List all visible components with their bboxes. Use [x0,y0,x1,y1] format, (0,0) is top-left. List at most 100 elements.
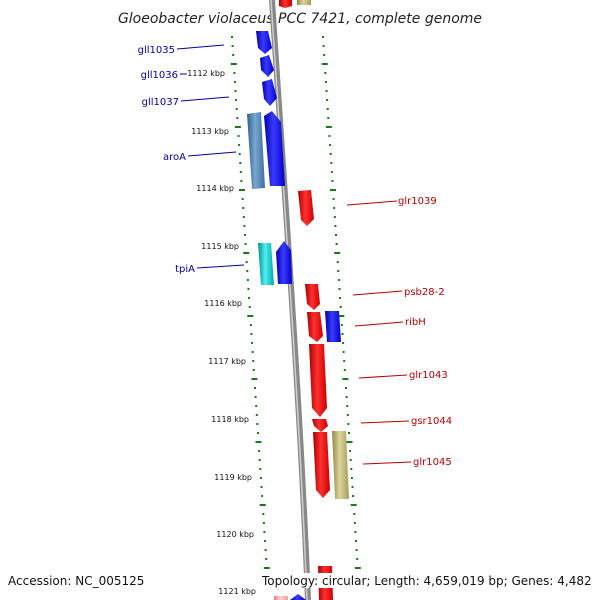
gene-arrow[interactable] [279,0,292,8]
track-dot [334,225,337,227]
gene-arrow[interactable] [276,241,292,284]
gene-label-ribH[interactable]: ribH [405,317,426,328]
gene-features [247,0,349,600]
gene-arrow[interactable] [247,112,265,189]
track-dot [244,234,246,236]
kbp-label: 1113 kbp [191,127,229,136]
track-left-dotted [230,36,270,569]
track-dot [264,540,266,542]
track-dot [343,360,346,362]
track-dot [347,423,350,425]
gene-arrow[interactable] [325,311,341,342]
track-dot [339,306,342,308]
track-dot [246,279,249,281]
gene-arrow[interactable] [274,596,288,600]
gene-arrow[interactable] [256,31,272,54]
track-dot [335,243,338,245]
topology-text: Topology: circular; Length: 4,659,019 bp… [261,574,592,588]
gene-label-aroA[interactable]: aroA [163,152,186,163]
kbp-label: 1120 kbp [216,530,254,539]
track-dot [260,486,263,488]
track-dot [242,216,245,218]
track-dot [249,324,252,326]
gene-label-tpiA[interactable]: tpiA [175,264,195,275]
track-tick [338,315,345,317]
track-dot [354,531,357,533]
gene-label-gll1037[interactable]: gll1037 [142,97,179,108]
track-dot [322,45,325,47]
track-dot [258,459,261,461]
track-tick [350,504,357,506]
track-tick [243,252,250,254]
track-dot [343,369,346,371]
gene-arrow[interactable] [312,419,328,432]
track-dot [346,405,349,407]
track-dot [233,81,236,83]
track-tick [321,63,328,65]
track-dot [353,513,356,515]
track-dot [246,270,249,272]
track-dot [341,333,344,335]
track-dot [342,351,345,353]
track-dot [234,90,237,92]
track-dot [252,369,255,371]
gene-arrow[interactable] [313,432,330,498]
left-gene-labels: gll1035 gll1036 gll1037 aroA tpiA [138,45,196,275]
track-tick [342,378,349,380]
track-tick [346,441,353,443]
track-dot [340,324,343,326]
gene-label-glr1043[interactable]: glr1043 [409,370,448,381]
track-dot [250,333,253,335]
track-dot [262,513,265,515]
track-dot [251,342,254,344]
track-dot [333,216,336,218]
gene-arrow[interactable] [298,190,314,226]
gene-label-gll1036[interactable]: gll1036 [141,70,178,81]
track-dot [261,495,264,497]
track-dot [350,468,353,470]
track-tick [263,567,270,569]
gene-label-glr1039[interactable]: glr1039 [398,196,437,207]
gene-arrow[interactable] [309,344,327,417]
gene-arrow[interactable] [262,79,277,106]
track-dot [251,351,254,353]
gene-arrow[interactable] [297,0,311,5]
genome-backbone [269,0,311,600]
gene-arrow[interactable] [258,243,274,285]
track-dot [248,297,251,299]
track-right-dotted [321,36,361,569]
track-dot [322,36,324,38]
track-dot [349,450,352,452]
label-connectors [176,44,412,465]
track-dot [240,180,243,182]
track-dot [324,81,327,83]
track-dot [336,261,339,263]
track-dot [239,162,242,164]
gene-label-gll1035[interactable]: gll1035 [138,45,175,56]
gene-label-gsr1044[interactable]: gsr1044 [411,416,452,427]
track-tick [251,378,258,380]
footer-backdrop [262,573,594,588]
track-dot [332,198,335,200]
track-dot [237,135,240,137]
gene-label-psb28-2[interactable]: psb28-2 [404,287,445,298]
gene-arrow[interactable] [307,312,323,342]
track-dot [232,54,235,56]
track-dot [345,396,348,398]
track-dot [235,108,238,110]
gene-arrow[interactable] [305,284,320,310]
gene-arrow[interactable] [260,55,274,77]
track-dot [239,171,242,173]
track-dot [353,522,356,524]
gene-arrow[interactable] [332,431,349,499]
track-dot [337,270,340,272]
kbp-label: 1119 kbp [214,473,252,482]
gene-arrow[interactable] [264,111,285,186]
track-dot [329,144,332,146]
gene-label-glr1045[interactable]: glr1045 [413,457,452,468]
track-tick [247,315,254,317]
track-dot [348,432,350,434]
gene-arrow[interactable] [290,594,306,600]
track-dot [245,261,248,263]
